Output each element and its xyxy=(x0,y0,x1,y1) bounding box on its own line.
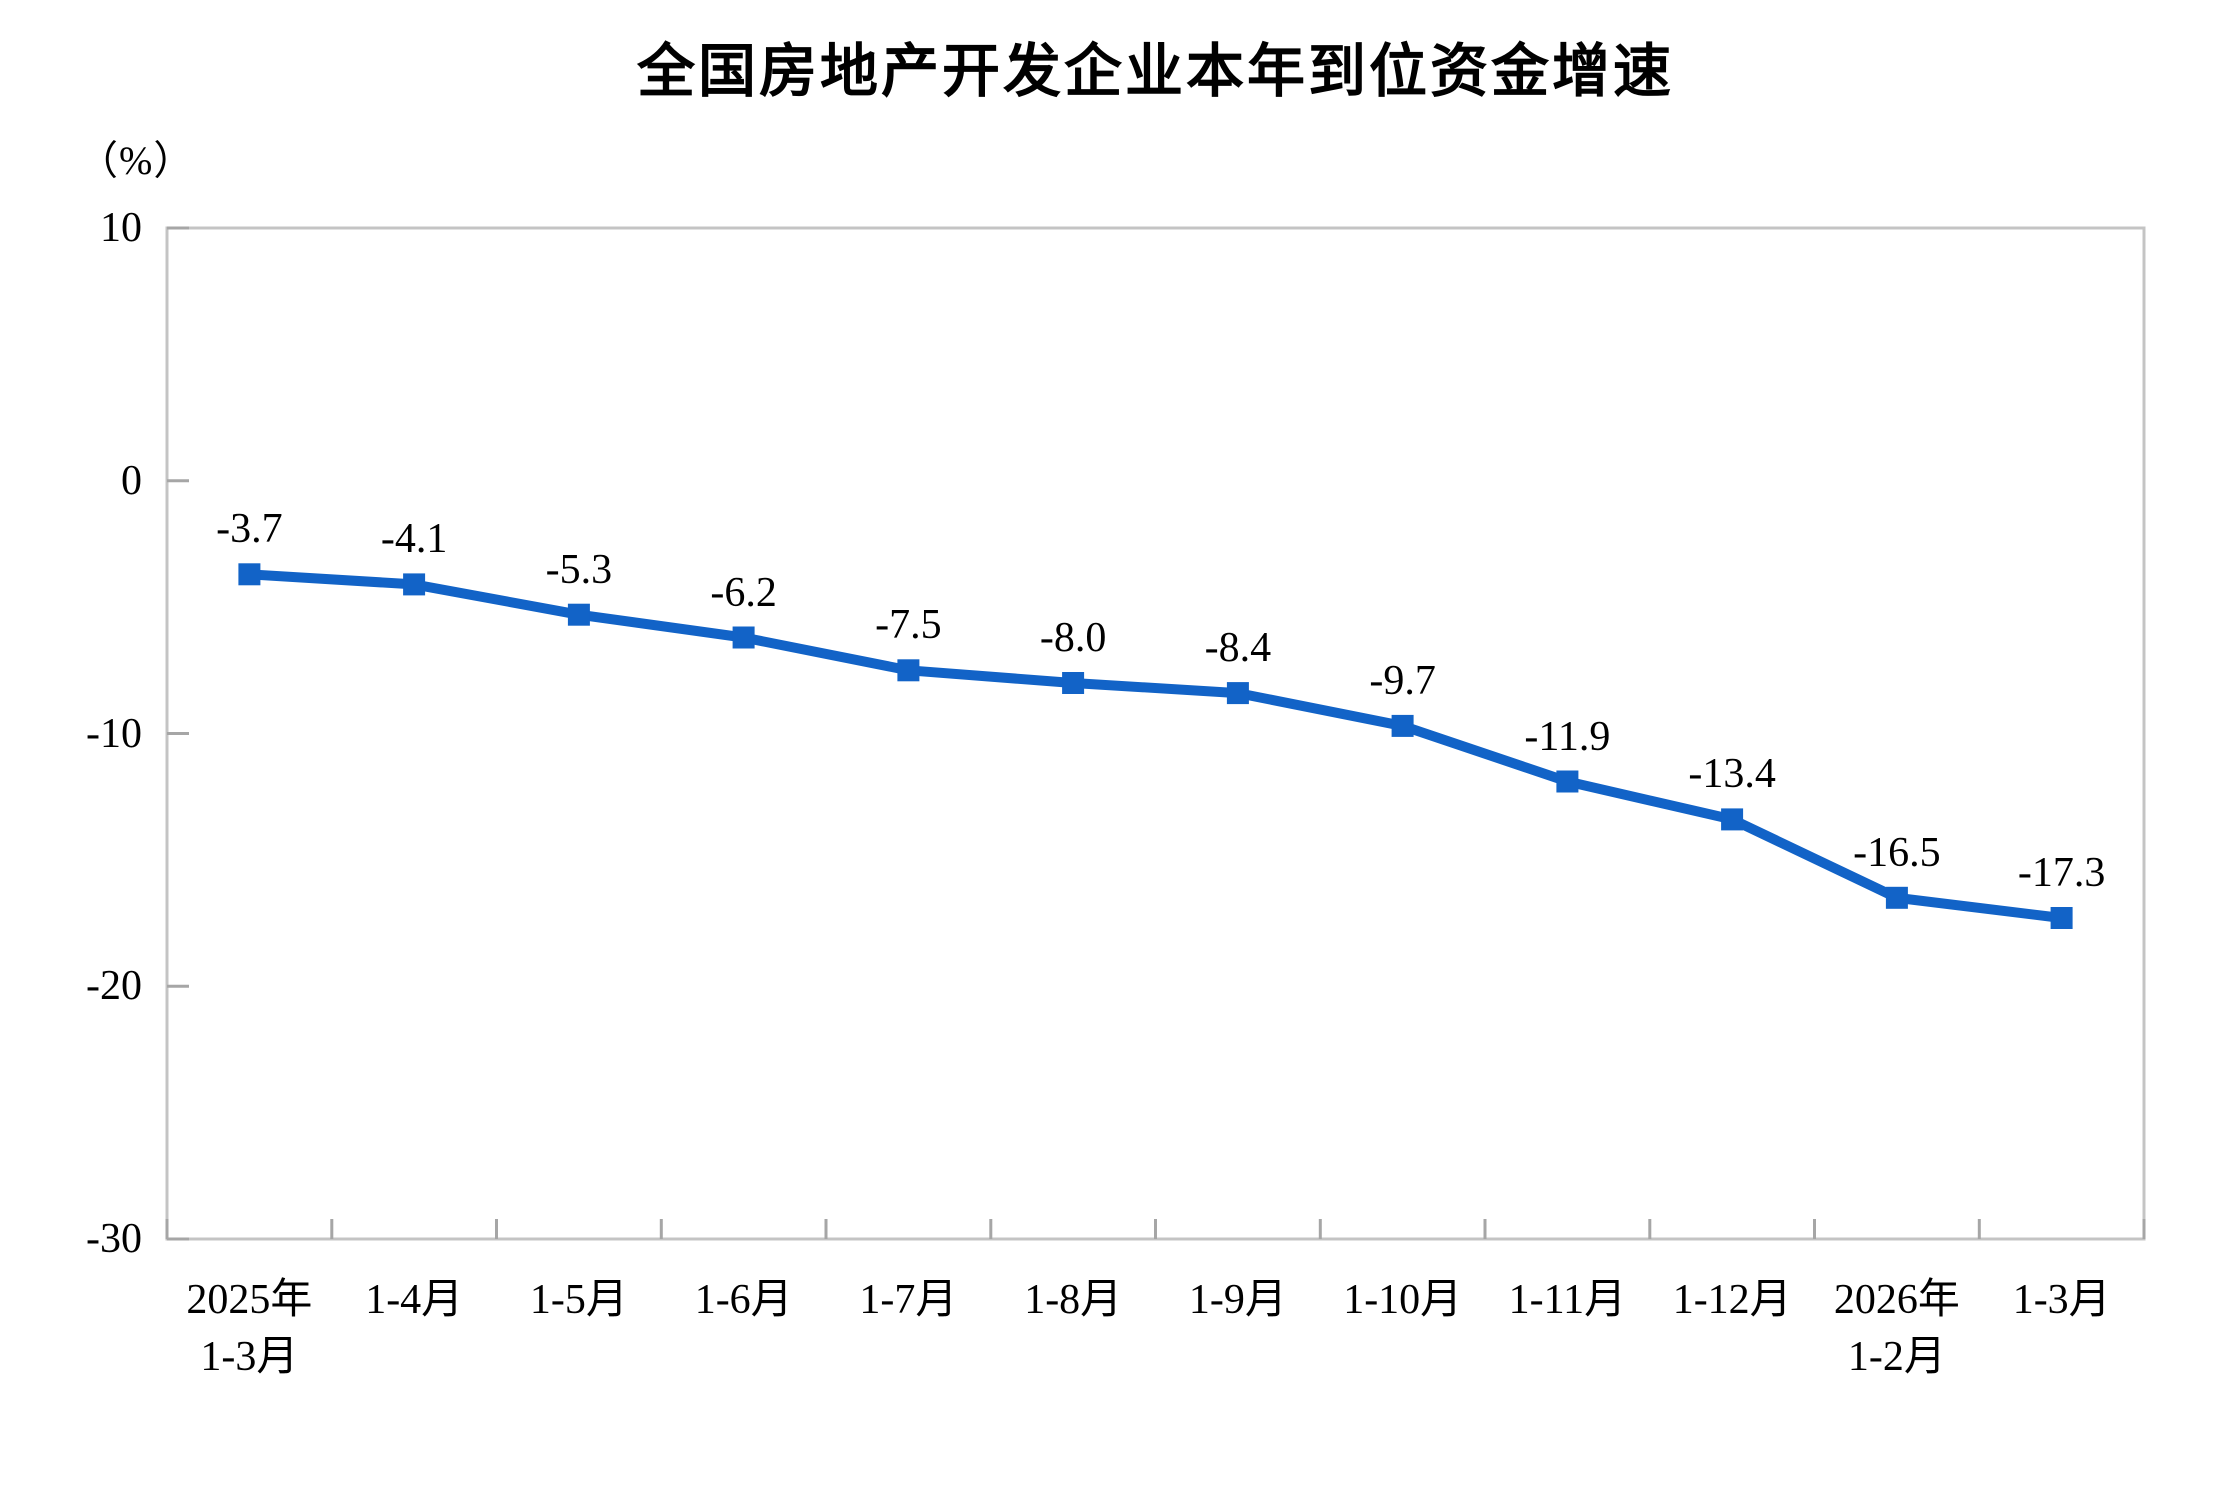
data-point-marker xyxy=(732,626,755,649)
data-point-marker xyxy=(238,563,261,586)
data-point-marker xyxy=(403,573,426,596)
x-axis-category-label: 1-10月 xyxy=(1343,1277,1463,1323)
data-point-marker xyxy=(1556,770,1579,793)
x-axis-category-label: 2026年 1-2月 xyxy=(1833,1277,1960,1380)
data-point-label: -11.9 xyxy=(1524,713,1611,760)
x-axis-category-label: 1-5月 xyxy=(529,1277,628,1323)
data-point-label: -17.3 xyxy=(2017,850,2106,896)
data-point-marker xyxy=(567,603,590,626)
data-point-label: -8.4 xyxy=(1204,625,1272,672)
y-axis-unit-label: （%） xyxy=(78,138,195,183)
data-point-marker xyxy=(897,659,920,682)
x-axis-category-label: 1-6月 xyxy=(694,1277,793,1323)
y-axis-tick-label: -30 xyxy=(86,1216,142,1262)
x-axis-category-label: 1-7月 xyxy=(859,1277,958,1323)
data-point-marker xyxy=(1391,714,1414,737)
data-point-label: -4.1 xyxy=(380,516,448,563)
y-axis-tick-label: -20 xyxy=(86,963,142,1010)
y-axis-tick-label: 0 xyxy=(121,457,142,504)
data-point-label: -13.4 xyxy=(1688,751,1776,798)
x-axis-category-label: 1-12月 xyxy=(1672,1277,1792,1323)
x-axis-category-label: 1-8月 xyxy=(1024,1277,1123,1323)
chart-title: 全国房地产开发企业本年到位资金增速 xyxy=(636,39,1674,104)
data-point-marker xyxy=(1226,682,1249,705)
y-axis-tick-label: -10 xyxy=(86,710,142,757)
data-point-marker xyxy=(1062,672,1085,694)
x-axis-category-label: 1-3月 xyxy=(2012,1277,2111,1323)
x-axis-category-label: 1-11月 xyxy=(1508,1277,1627,1323)
x-axis-category-label: 1-9月 xyxy=(1188,1277,1287,1323)
data-point-label: -3.7 xyxy=(216,506,283,553)
data-point-label: -9.7 xyxy=(1369,657,1436,704)
data-point-marker xyxy=(1885,886,1908,909)
data-line xyxy=(244,569,2067,923)
data-point-label: -5.3 xyxy=(545,546,613,593)
data-point-label: -16.5 xyxy=(1853,829,1941,876)
plot-border xyxy=(165,226,2146,1241)
x-axis-category-label: 1-4月 xyxy=(365,1277,464,1323)
data-point-label: -6.2 xyxy=(710,569,777,616)
y-axis-tick-label: 10 xyxy=(100,205,142,251)
x-axis-category-label: 2025年 1-3月 xyxy=(186,1277,313,1380)
data-point-label: -8.0 xyxy=(1039,615,1107,661)
data-point-label: -7.5 xyxy=(875,602,942,649)
data-point-marker xyxy=(2050,907,2073,929)
data-point-marker xyxy=(1721,808,1744,831)
